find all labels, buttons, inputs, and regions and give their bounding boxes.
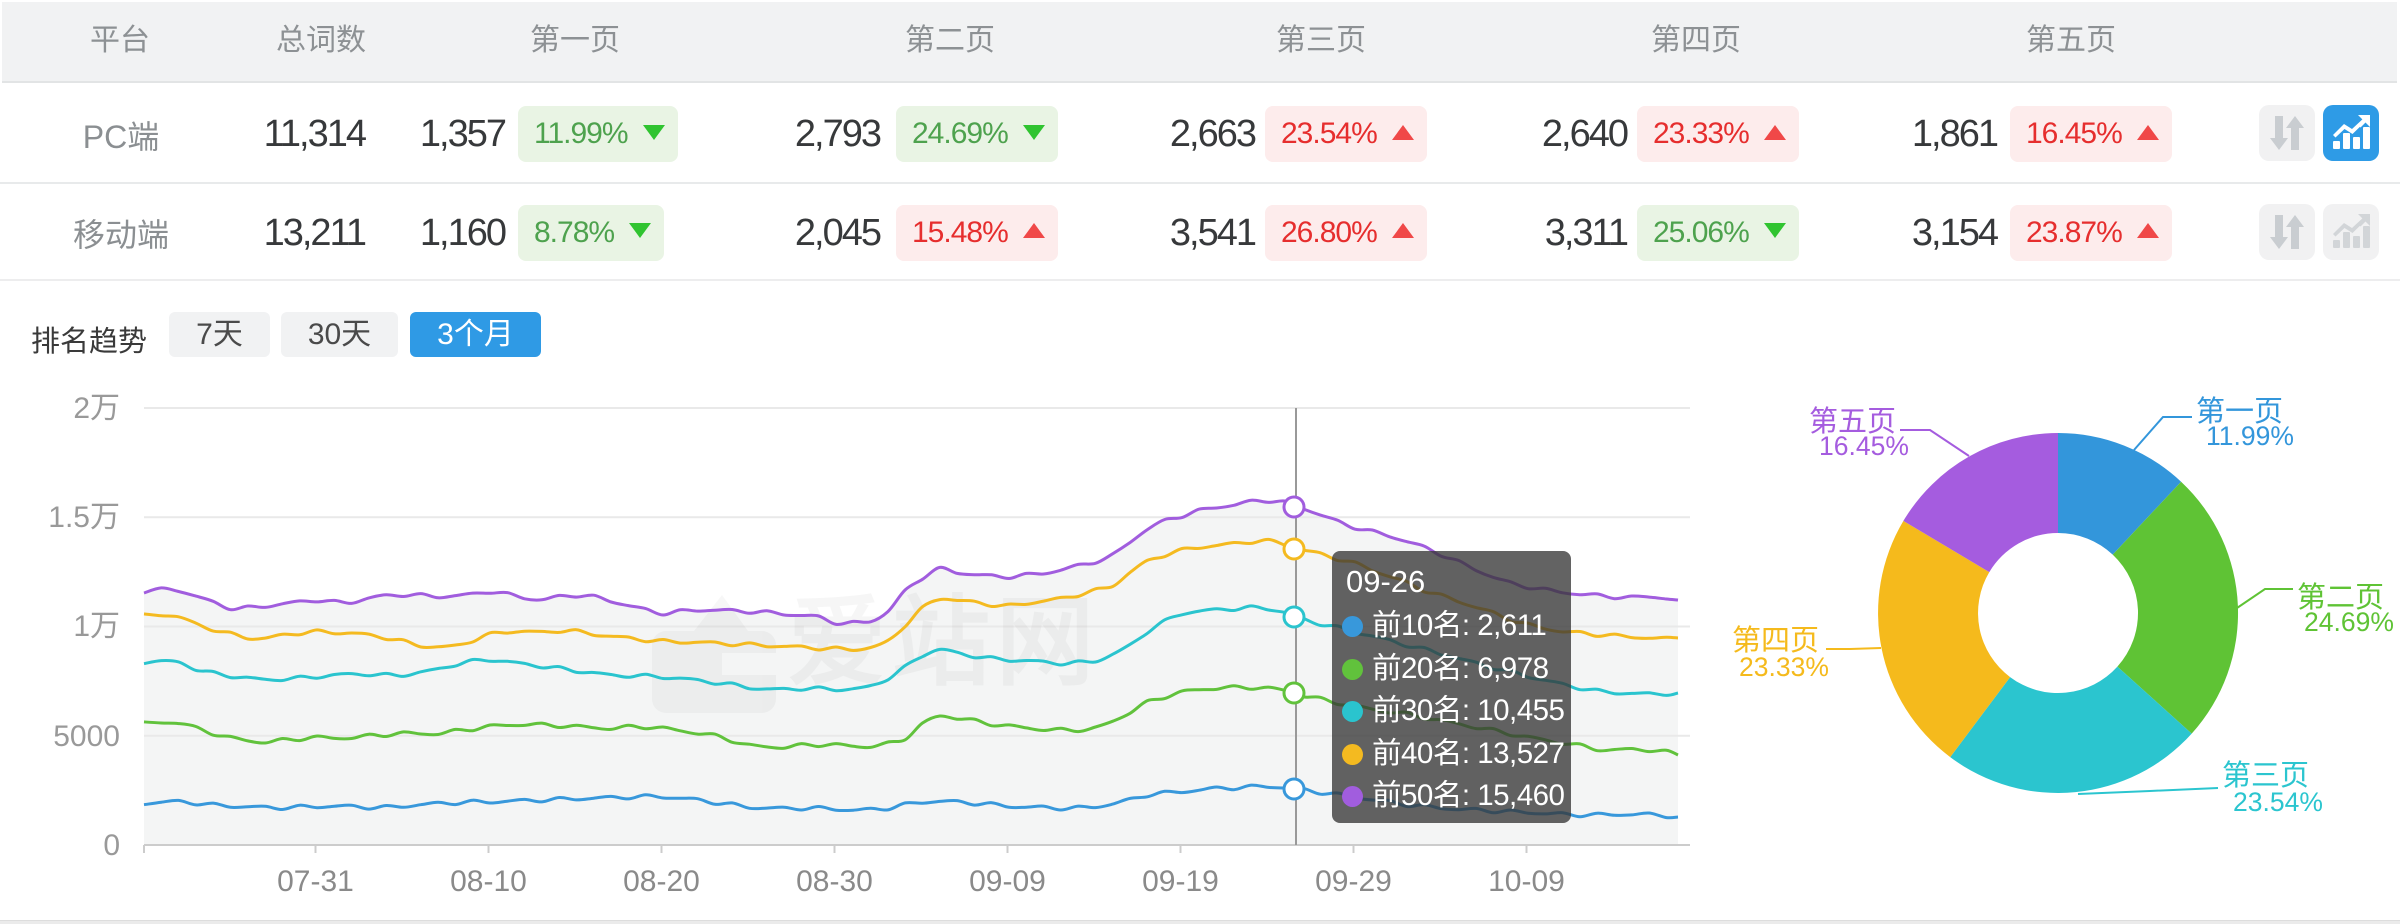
svg-text:0: 0 <box>103 829 120 862</box>
svg-text:09-29: 09-29 <box>1315 865 1392 898</box>
svg-text:08-30: 08-30 <box>796 865 873 898</box>
svg-text:07-31: 07-31 <box>277 865 354 898</box>
svg-text:爱站网: 爱站网 <box>788 587 1100 697</box>
svg-text:08-20: 08-20 <box>623 865 700 898</box>
svg-text:09-19: 09-19 <box>1142 865 1219 898</box>
svg-text:10-09: 10-09 <box>1488 865 1565 898</box>
svg-text:08-10: 08-10 <box>450 865 527 898</box>
svg-text:1万: 1万 <box>73 610 120 643</box>
svg-text:5000: 5000 <box>53 720 120 753</box>
svg-text:09-09: 09-09 <box>969 865 1046 898</box>
svg-text:2万: 2万 <box>73 392 120 425</box>
svg-text:1.5万: 1.5万 <box>48 501 120 534</box>
